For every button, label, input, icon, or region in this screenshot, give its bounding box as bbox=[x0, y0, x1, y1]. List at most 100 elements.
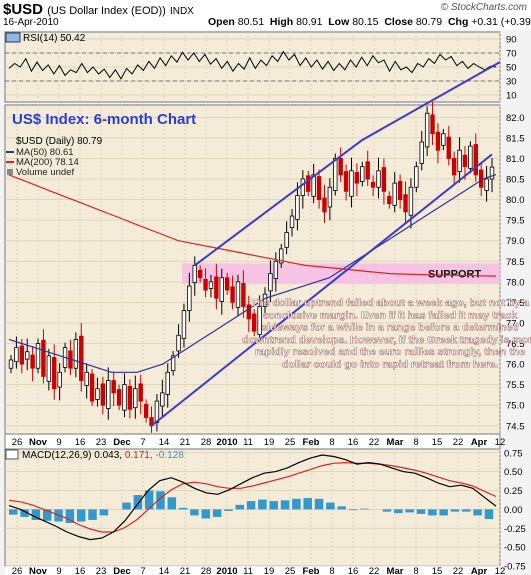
price-x-tick: 14 bbox=[159, 437, 170, 448]
price-candle bbox=[84, 371, 89, 386]
price-candle bbox=[165, 371, 170, 395]
price-y-tick: 76.0 bbox=[506, 360, 525, 371]
ma50-legend: MA(50) 80.61 bbox=[16, 147, 74, 158]
rsi-legend-swatch bbox=[5, 32, 21, 43]
macd-histogram-bar bbox=[462, 509, 471, 512]
price-candle bbox=[257, 306, 262, 335]
price-candle bbox=[365, 161, 370, 180]
chart-date: 16-Apr-2010 bbox=[3, 17, 59, 28]
macd-histogram-bar bbox=[428, 509, 437, 516]
price-x-tick: Mar bbox=[387, 437, 404, 448]
macd-x-tick: 22 bbox=[453, 566, 464, 575]
price-x-tick: 22 bbox=[369, 437, 380, 448]
rsi-legend: RSI(14) 50.42 bbox=[23, 33, 86, 44]
close-label: Close bbox=[384, 16, 413, 28]
macd-y-tick: 0.75 bbox=[504, 448, 523, 459]
macd-histogram-bar bbox=[190, 509, 199, 516]
macd-histogram-bar bbox=[314, 498, 324, 510]
price-candle bbox=[381, 167, 387, 192]
price-candle bbox=[419, 141, 424, 164]
macd-x-tick: 25 bbox=[285, 566, 296, 575]
price-candle bbox=[484, 178, 489, 191]
price-candle bbox=[41, 339, 46, 377]
price-y-tick: 80.0 bbox=[506, 195, 525, 206]
trend-upper-extension bbox=[361, 61, 501, 141]
price-candle bbox=[235, 281, 241, 308]
macd-y-tick: -0.75 bbox=[504, 562, 526, 573]
chg-label: Chg bbox=[447, 16, 469, 28]
price-candle bbox=[246, 304, 251, 320]
macd-x-tick: 21 bbox=[180, 566, 191, 575]
macd-x-tick: 7 bbox=[140, 566, 145, 575]
price-candle bbox=[446, 136, 451, 159]
price-candle bbox=[224, 277, 230, 291]
price-candle bbox=[116, 389, 122, 406]
annotation-text: The dollar uptrend failed about a week a… bbox=[242, 297, 531, 371]
price-candle bbox=[8, 359, 14, 369]
macd-histogram-bar bbox=[473, 509, 482, 516]
price-x-tick: 25 bbox=[285, 437, 296, 448]
price-candle bbox=[387, 195, 392, 205]
low-value: 80.15 bbox=[352, 16, 379, 28]
macd-histogram-bar bbox=[348, 509, 358, 511]
price-candle bbox=[360, 166, 365, 182]
price-x-tick: 11 bbox=[243, 437, 253, 448]
price-candle bbox=[424, 112, 430, 148]
price-candle bbox=[473, 144, 478, 176]
macd-y-tick: 0.00 bbox=[504, 505, 523, 516]
price-candle bbox=[376, 170, 381, 188]
symbol: $USD bbox=[3, 1, 44, 18]
price-candle bbox=[403, 194, 408, 213]
macd-histogram-bar bbox=[405, 509, 414, 513]
macd-histogram-bar bbox=[201, 509, 211, 519]
macd-x-tick: 8 bbox=[329, 566, 334, 575]
macd-signal-line bbox=[8, 461, 497, 533]
macd-y-tick: 0.50 bbox=[504, 467, 523, 478]
price-candle bbox=[241, 283, 246, 307]
price-candle bbox=[435, 131, 441, 151]
price-candle bbox=[170, 355, 176, 372]
price-candle bbox=[430, 114, 435, 135]
price-candle bbox=[52, 357, 57, 390]
price-candle bbox=[57, 371, 62, 388]
index-name: (US Dollar Index (EOD)) bbox=[47, 5, 166, 17]
price-candle bbox=[311, 174, 316, 197]
macd-x-tick: 8 bbox=[413, 566, 418, 575]
price-x-tick: 22 bbox=[453, 437, 464, 448]
price-candle bbox=[187, 285, 192, 312]
macd-y-tick: -0.25 bbox=[504, 524, 526, 535]
price-x-tick: 16 bbox=[75, 437, 86, 448]
price-x-tick: 9 bbox=[56, 437, 61, 448]
support-label: SUPPORT bbox=[428, 269, 481, 281]
price-candle bbox=[138, 383, 143, 402]
macd-x-tick: Dec bbox=[113, 566, 130, 575]
rsi-y-tick: 50 bbox=[506, 63, 517, 74]
trend-upper-line bbox=[194, 139, 363, 267]
macd-x-tick: Feb bbox=[303, 566, 320, 575]
price-candle bbox=[478, 169, 484, 188]
volume-legend-swatch bbox=[7, 169, 13, 175]
open-label: Open bbox=[208, 16, 235, 28]
macd-histogram-bar bbox=[439, 509, 448, 516]
price-y-tick: 79.0 bbox=[506, 236, 525, 247]
macd-x-tick: Apr bbox=[471, 566, 488, 575]
high-value: 80.91 bbox=[296, 16, 323, 28]
price-candle bbox=[273, 260, 279, 279]
price-candle bbox=[230, 286, 235, 303]
price-x-axis-strip bbox=[4, 433, 501, 450]
rsi-y-tick: 10 bbox=[506, 91, 517, 102]
macd-histogram-bar bbox=[337, 506, 346, 510]
price-candle bbox=[316, 176, 322, 200]
price-candle bbox=[19, 345, 25, 365]
price-y-tick: 75.5 bbox=[506, 380, 525, 391]
price-x-tick: Apr bbox=[471, 437, 488, 448]
price-candle bbox=[181, 310, 187, 339]
price-candle bbox=[214, 276, 219, 299]
price-y-tick: 76.5 bbox=[506, 339, 525, 350]
macd-x-tick: 22 bbox=[369, 566, 380, 575]
chart-header: $USD (US Dollar Index (EOD)) INDX 16-Apr… bbox=[0, 0, 531, 30]
macd-legend-swatch bbox=[5, 449, 19, 460]
price-y-tick: 75.0 bbox=[506, 401, 525, 412]
trend-lower-line bbox=[150, 153, 493, 427]
